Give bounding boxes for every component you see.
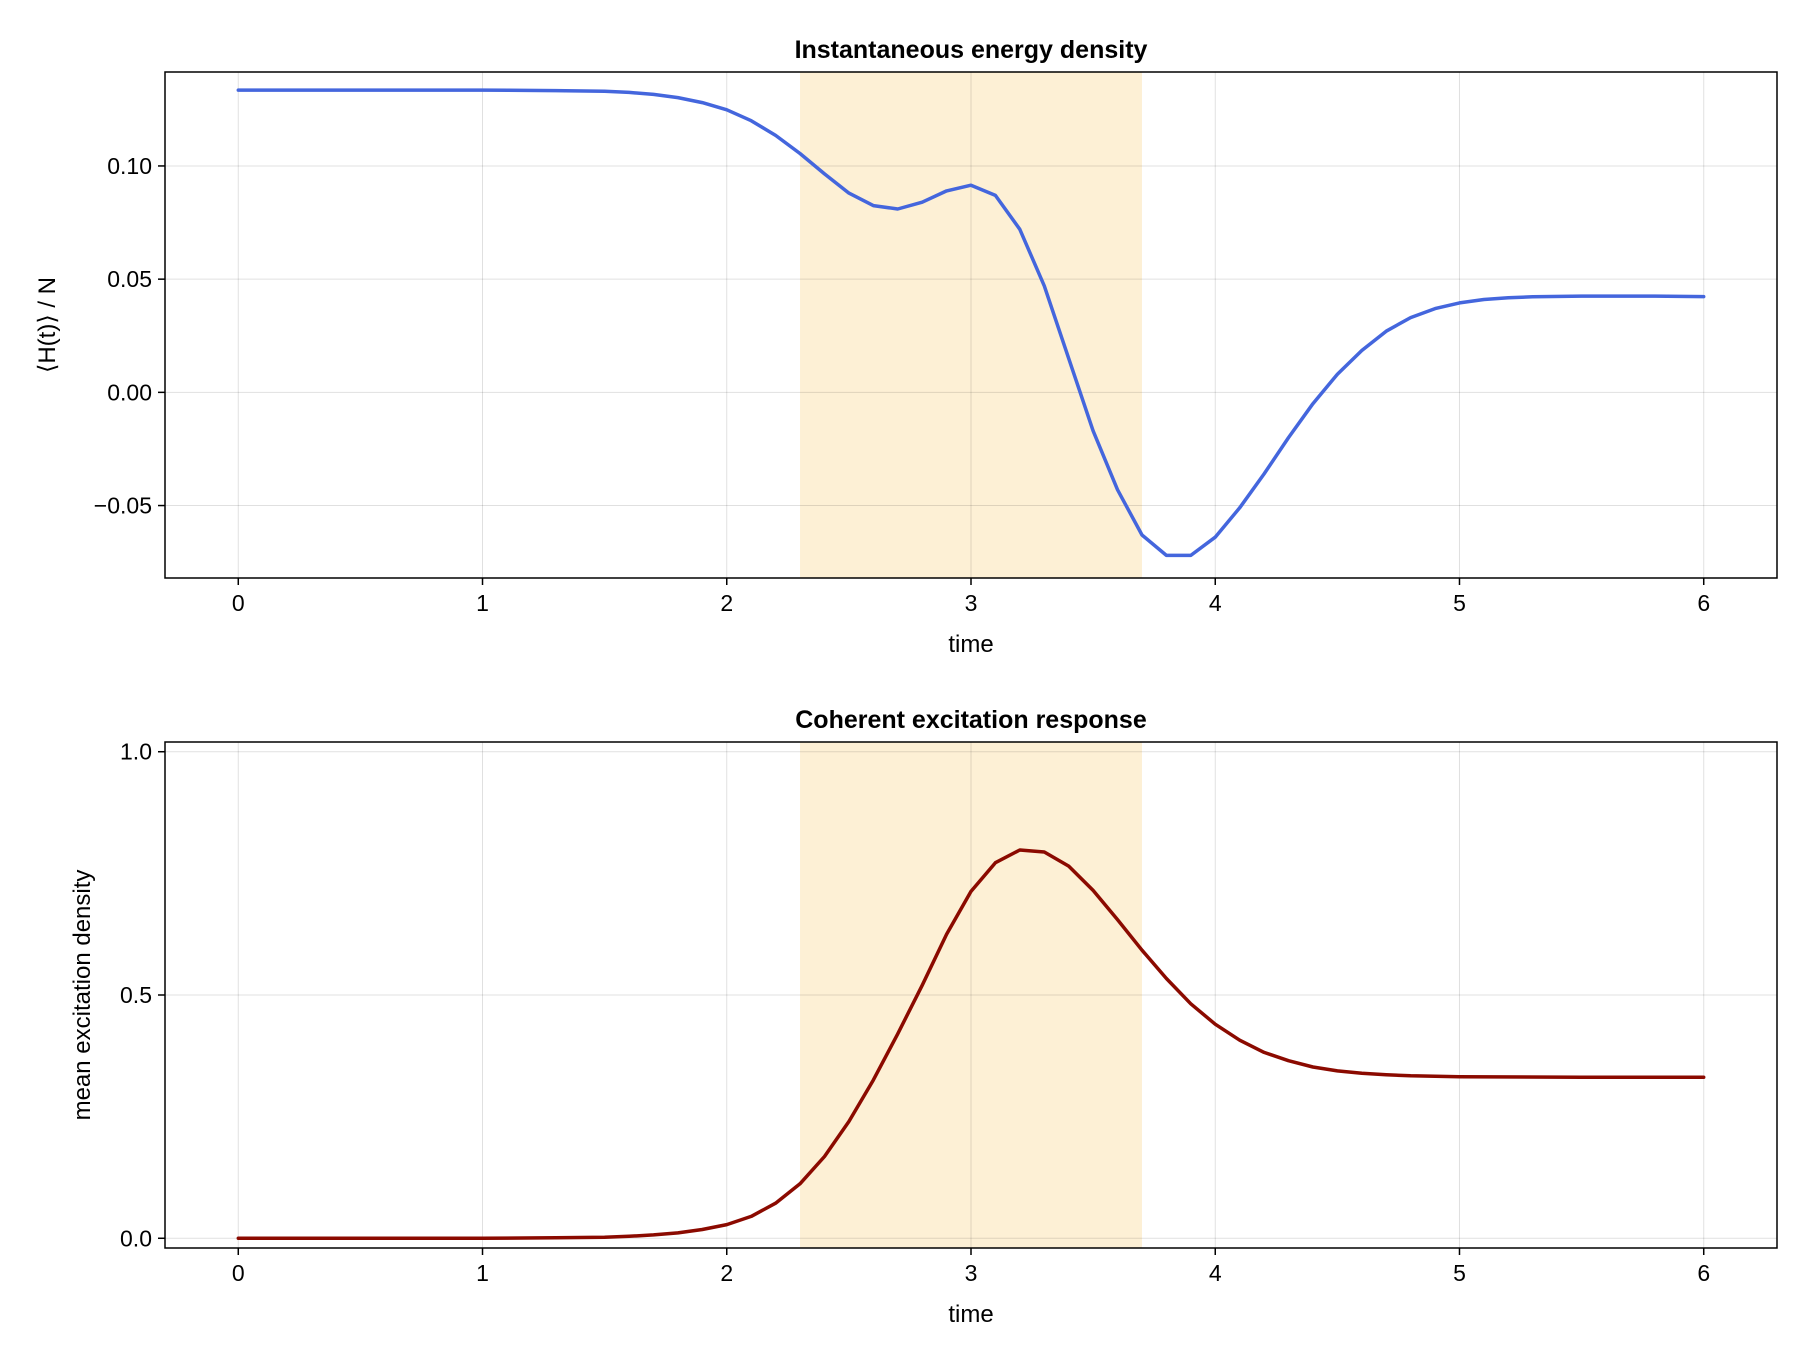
chart-0-y-tick-label-3: 0.10	[107, 153, 152, 179]
chart-1-x-tick-label-5: 5	[1453, 1260, 1466, 1286]
chart-0-x-tick-label-5: 5	[1453, 590, 1466, 616]
chart-1-x-tick-label-6: 6	[1697, 1260, 1710, 1286]
chart-1-series-line-0	[236, 848, 1706, 1241]
chart-0-series-line-0	[236, 88, 1706, 558]
chart-0-x-tick-label-2: 2	[720, 590, 733, 616]
chart-1-x-tick-label-4: 4	[1209, 1260, 1222, 1286]
chart-0-y-tick-label-1: 0.00	[107, 379, 152, 405]
chart-1-x-tick-label-1: 1	[476, 1260, 489, 1286]
chart-1-y-tick-label-1: 0.5	[120, 982, 152, 1008]
chart-0-y-axis-label: ⟨H(t)⟩ / N	[34, 277, 61, 373]
energy-density-panel: 0 1 2 3 4 5 6 −0.05 0.00 0.05 0.10 Instantaneous en…	[34, 36, 1778, 658]
chart-1-y-tick-label-0: 0.0	[120, 1225, 152, 1251]
chart-0-shaded-region	[800, 72, 1142, 578]
chart-1-x-tick-label-2: 2	[720, 1260, 733, 1286]
chart-1-y-tick-label-2: 1.0	[120, 739, 152, 765]
chart-1-title: Coherent excitation response	[795, 706, 1147, 734]
chart-1-x-tick-label-0: 0	[232, 1260, 245, 1286]
chart-0-y-tick-label-2: 0.05	[107, 266, 152, 292]
chart-0-x-tick-label-3: 3	[965, 590, 978, 616]
chart-0-x-axis-label: time	[948, 631, 993, 658]
excitation-response-panel: 0 1 2 3 4 5 6 0.0 0.5 1.0 Coherent excitation resp…	[69, 706, 1778, 1328]
chart-1-shaded-region	[800, 742, 1142, 1248]
chart-0-title: Instantaneous energy density	[795, 36, 1148, 64]
chart-0-x-tick-label-0: 0	[232, 590, 245, 616]
chart-1-y-axis-label: mean excitation density	[69, 870, 96, 1121]
chart-0-y-tick-label-0: −0.05	[94, 493, 152, 519]
chart-0-x-tick-label-6: 6	[1697, 590, 1710, 616]
chart-0-x-tick-label-1: 1	[476, 590, 489, 616]
chart-1-x-tick-label-3: 3	[965, 1260, 978, 1286]
chart-1-x-axis-label: time	[948, 1301, 993, 1328]
chart-0-x-tick-label-4: 4	[1209, 590, 1222, 616]
